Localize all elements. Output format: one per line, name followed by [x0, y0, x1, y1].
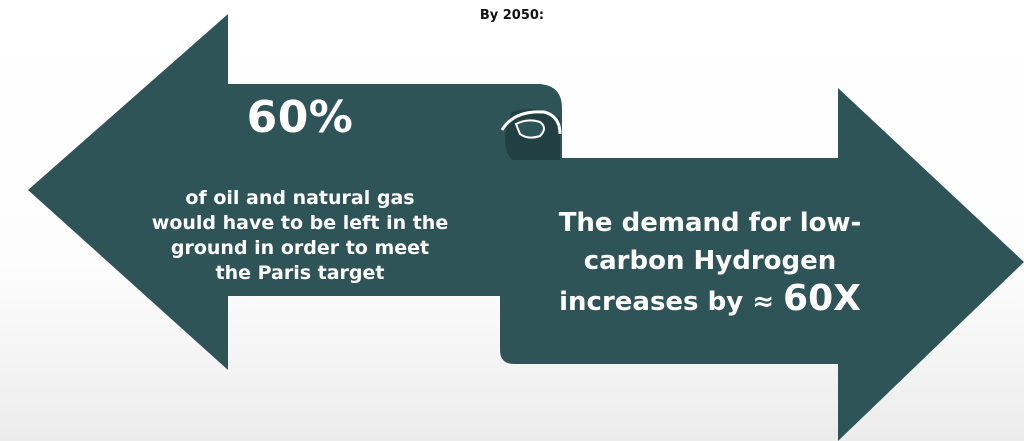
left-description-line: of oil and natural gas — [185, 187, 415, 209]
scroll-fold-curl — [514, 119, 545, 139]
left-description-line: ground in order to meet — [170, 237, 430, 259]
right-arrow-shape — [500, 88, 1024, 441]
right-description: The demand for low- carbon Hydrogen incr… — [540, 204, 880, 321]
left-arrow-shape — [28, 14, 562, 370]
right-description-line: carbon Hydrogen — [583, 246, 837, 276]
left-description-line: the Paris target — [215, 262, 385, 284]
scroll-fold-highlight — [500, 110, 562, 135]
increase-prefix: increases by ≈ — [559, 287, 784, 317]
right-description-line: increases by ≈ 60X — [540, 280, 880, 321]
left-description: of oil and natural gas would have to be … — [130, 186, 470, 286]
left-description-line: would have to be left in the — [151, 212, 449, 234]
heading: By 2050: — [479, 8, 545, 23]
increase-value: 60X — [783, 278, 861, 319]
left-stat: 60% — [246, 92, 354, 143]
right-description-line: The demand for low- — [558, 208, 862, 238]
